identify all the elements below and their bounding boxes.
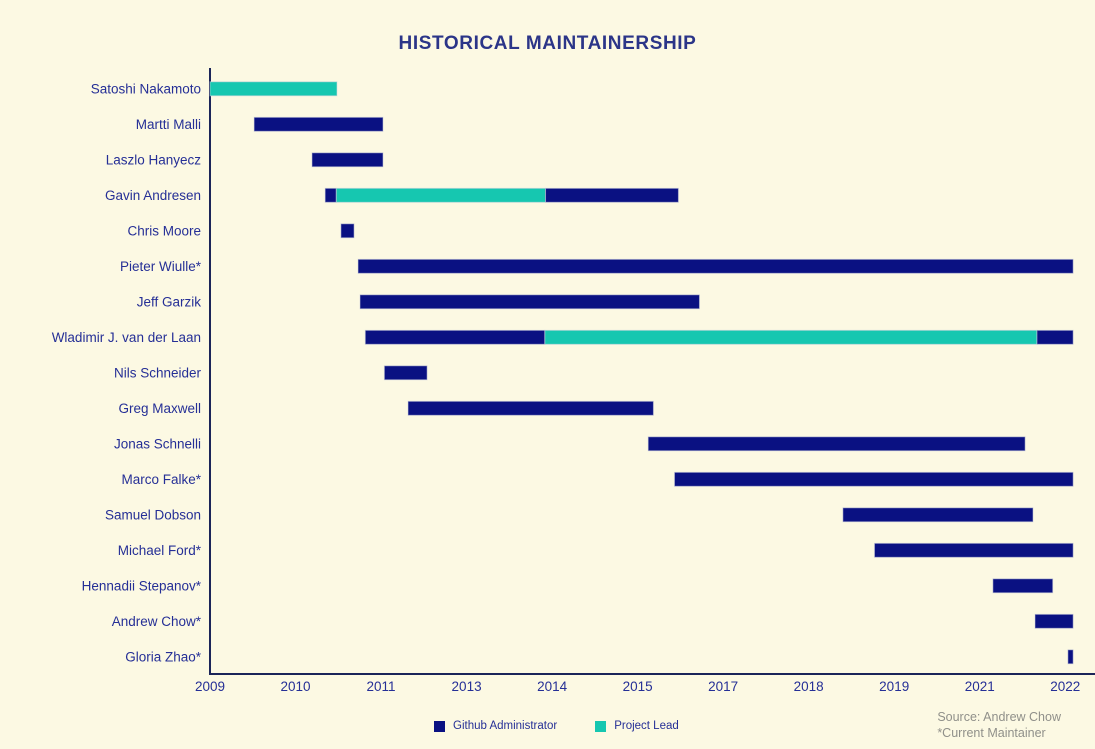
gantt-bar-segment bbox=[1036, 329, 1074, 345]
gantt-bar-segment bbox=[324, 187, 337, 203]
gantt-bar-segment bbox=[340, 223, 355, 239]
legend-item-github-administrator: Github Administrator bbox=[434, 720, 557, 732]
gantt-bar-segment bbox=[673, 471, 1074, 487]
x-tick-label: 2017 bbox=[708, 679, 738, 694]
chart-title: HISTORICAL MAINTAINERSHIP bbox=[398, 33, 697, 54]
x-tick-label: 2009 bbox=[195, 679, 225, 694]
x-tick-label: 2013 bbox=[452, 679, 482, 694]
gantt-bar-segment bbox=[311, 152, 384, 168]
gantt-bar-segment bbox=[544, 329, 1038, 345]
row-label: Marco Falke* bbox=[121, 472, 201, 487]
x-tick-label: 2018 bbox=[794, 679, 824, 694]
gantt-bar-segment bbox=[407, 400, 654, 416]
row-label: Jeff Garzik bbox=[137, 294, 202, 309]
legend: Github Administrator Project Lead bbox=[434, 720, 679, 732]
gantt-bar-segment bbox=[842, 507, 1034, 523]
source-note: Source: Andrew Chow *Current Maintainer bbox=[937, 710, 1061, 741]
x-tick-label: 2019 bbox=[879, 679, 909, 694]
gantt-bar-segment bbox=[364, 329, 546, 345]
row-label: Laszlo Hanyecz bbox=[106, 152, 202, 167]
row-label: Nils Schneider bbox=[114, 365, 202, 380]
x-tick-label: 2021 bbox=[965, 679, 995, 694]
gantt-bar-segment bbox=[335, 187, 547, 203]
legend-label-project-lead: Project Lead bbox=[614, 720, 679, 732]
gantt-bar-segment bbox=[383, 365, 428, 381]
row-label: Satoshi Nakamoto bbox=[91, 81, 201, 96]
gantt-bar-segment bbox=[209, 81, 338, 97]
gantt-bar-segment bbox=[873, 542, 1074, 558]
row-label: Andrew Chow* bbox=[112, 614, 202, 629]
gantt-bar-segment bbox=[1034, 613, 1074, 629]
gantt-bar-segment bbox=[992, 578, 1054, 594]
github-administrator-swatch-icon bbox=[434, 720, 445, 732]
legend-item-project-lead: Project Lead bbox=[595, 720, 679, 732]
gantt-bar-segment bbox=[359, 294, 700, 310]
row-label: Wladimir J. van der Laan bbox=[52, 330, 201, 345]
gantt-bar-segment bbox=[545, 187, 679, 203]
row-label: Hennadii Stepanov* bbox=[82, 578, 202, 593]
row-label: Jonas Schnelli bbox=[114, 436, 201, 451]
gantt-bar-segment bbox=[1067, 649, 1074, 665]
x-tick-label: 2014 bbox=[537, 679, 568, 694]
project-lead-swatch-icon bbox=[595, 720, 607, 732]
row-label: Pieter Wiulle* bbox=[120, 259, 202, 274]
gantt-bar-segment bbox=[253, 116, 384, 132]
row-label: Gavin Andresen bbox=[105, 188, 201, 203]
x-tick-label: 2011 bbox=[367, 679, 396, 694]
axis-lines bbox=[209, 68, 1095, 675]
gantt-bar-segment bbox=[357, 258, 1074, 274]
row-label: Gloria Zhao* bbox=[125, 649, 202, 664]
x-tick-label: 2015 bbox=[623, 679, 653, 694]
source-line: Source: Andrew Chow bbox=[937, 710, 1061, 724]
gantt-bar-segment bbox=[647, 436, 1026, 452]
row-label: Chris Moore bbox=[127, 223, 201, 238]
current-maintainer-note: *Current Maintainer bbox=[937, 725, 1046, 740]
row-label: Michael Ford* bbox=[118, 543, 202, 558]
row-label: Martti Malli bbox=[136, 117, 201, 132]
legend-label-github-administrator: Github Administrator bbox=[453, 720, 558, 732]
row-label: Greg Maxwell bbox=[118, 401, 201, 416]
row-label: Samuel Dobson bbox=[105, 507, 201, 522]
x-tick-label: 2010 bbox=[281, 679, 311, 694]
x-tick-label: 2022 bbox=[1050, 679, 1080, 694]
